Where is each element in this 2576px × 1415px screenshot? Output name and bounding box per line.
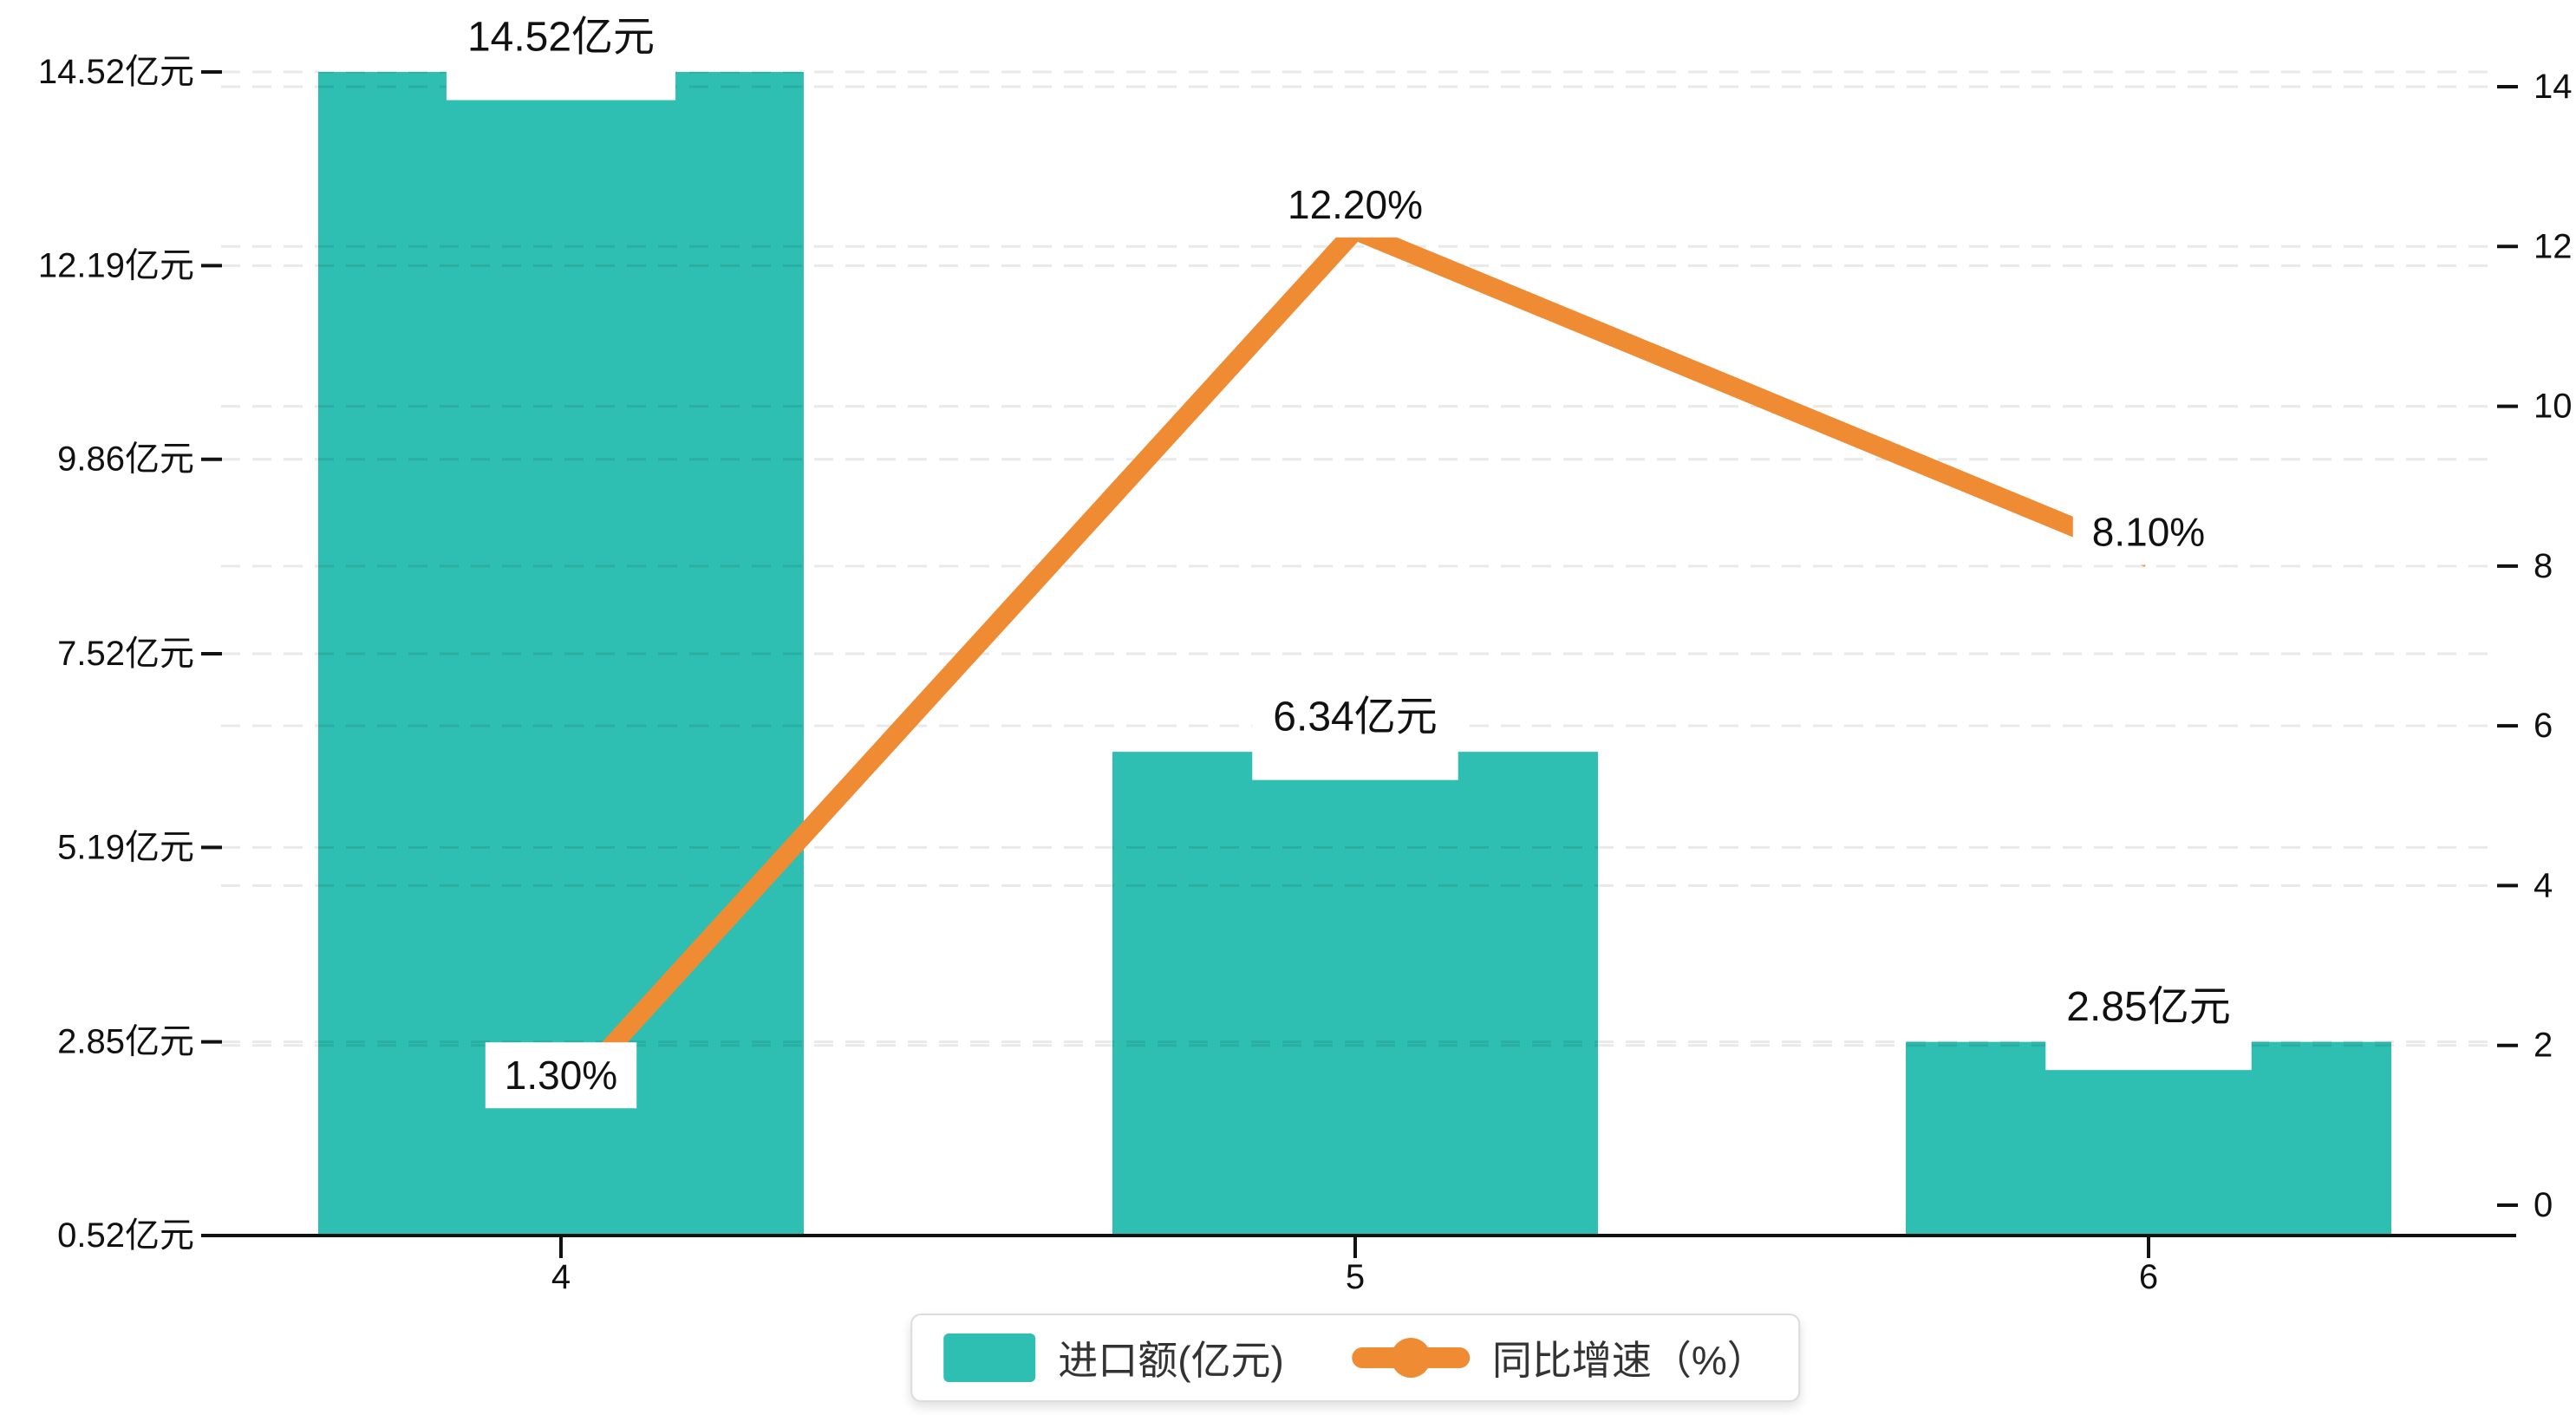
right-tick-label-7: 0 xyxy=(2534,1186,2553,1224)
left-tick-label-5: 2.85亿元 xyxy=(57,1023,194,1061)
bar-label-5-text: 6.34亿元 xyxy=(1273,694,1437,740)
line-label-5-box xyxy=(1268,171,1443,238)
line-series-dot-icon xyxy=(1390,1338,1431,1378)
legend-item-growth-rate[interactable]: 同比增速（%） xyxy=(1351,1329,1767,1386)
bar-6[interactable] xyxy=(1906,1041,2391,1236)
bar-5[interactable] xyxy=(1112,752,1598,1236)
left-tick-label-3: 7.52亿元 xyxy=(57,635,194,673)
right-tick-label-6: 2 xyxy=(2534,1027,2553,1065)
right-tick-label-0: 14 xyxy=(2534,68,2573,106)
line-series-swatch-icon xyxy=(1351,1338,1470,1378)
legend-label-growth-rate: 同比增速（%） xyxy=(1491,1338,1767,1383)
left-tick-label-6: 0.52亿元 xyxy=(57,1216,194,1255)
bar-label-5-box xyxy=(1252,681,1458,780)
right-tick-label-3: 8 xyxy=(2534,547,2553,585)
left-tick-label-2: 9.86亿元 xyxy=(57,440,194,479)
bar-series-swatch-icon xyxy=(943,1333,1036,1382)
bar-label-4-box xyxy=(446,2,676,101)
line-label-5-text: 12.20% xyxy=(1288,182,1423,227)
left-tick-label-4: 5.19亿元 xyxy=(57,828,194,866)
left-tick-label-0: 14.52亿元 xyxy=(38,53,194,91)
x-tick-label-6: 6 xyxy=(2139,1258,2158,1296)
bar-4[interactable] xyxy=(318,72,804,1236)
bar-label-4-text: 14.52亿元 xyxy=(467,15,655,61)
legend-label-import-value: 进口额(亿元) xyxy=(1058,1338,1284,1383)
line-label-6-box xyxy=(2072,499,2225,565)
x-tick-label-4: 4 xyxy=(551,1258,571,1296)
right-tick-label-1: 12 xyxy=(2534,227,2573,265)
bar-label-6-box xyxy=(2045,972,2252,1071)
line-label-6-text: 8.10% xyxy=(2092,510,2205,555)
right-tick-label-5: 4 xyxy=(2534,866,2553,904)
legend-item-import-value[interactable]: 进口额(亿元) xyxy=(943,1329,1284,1386)
x-tick-label-5: 5 xyxy=(1346,1258,1365,1296)
left-tick-label-1: 12.19亿元 xyxy=(38,246,194,284)
bar-label-6-text: 2.85亿元 xyxy=(2066,984,2230,1030)
right-tick-label-4: 6 xyxy=(2534,707,2553,745)
right-tick-label-2: 10 xyxy=(2534,388,2573,426)
line-label-4-text: 1.30% xyxy=(505,1053,617,1098)
legend: 进口额(亿元) 同比增速（%） xyxy=(910,1314,1800,1402)
line-label-4-box xyxy=(485,1042,637,1109)
